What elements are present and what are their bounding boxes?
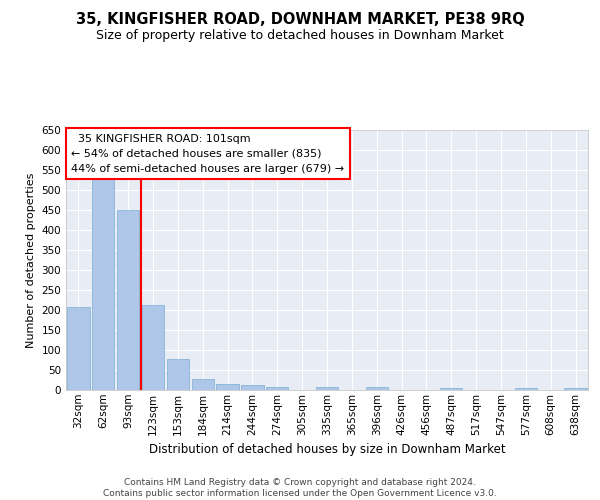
Text: Size of property relative to detached houses in Downham Market: Size of property relative to detached ho… <box>96 29 504 42</box>
Text: 35, KINGFISHER ROAD, DOWNHAM MARKET, PE38 9RQ: 35, KINGFISHER ROAD, DOWNHAM MARKET, PE3… <box>76 12 524 28</box>
Bar <box>67 307 89 390</box>
Bar <box>565 388 587 390</box>
Bar <box>92 177 115 390</box>
Text: 35 KINGFISHER ROAD: 101sqm
← 54% of detached houses are smaller (835)
44% of sem: 35 KINGFISHER ROAD: 101sqm ← 54% of deta… <box>71 134 344 173</box>
Text: Contains HM Land Registry data © Crown copyright and database right 2024.
Contai: Contains HM Land Registry data © Crown c… <box>103 478 497 498</box>
Bar <box>167 359 189 390</box>
Bar <box>266 387 289 390</box>
Bar <box>117 210 139 390</box>
Bar <box>316 387 338 390</box>
Bar <box>217 384 239 390</box>
Bar <box>365 387 388 390</box>
Bar <box>191 379 214 390</box>
Bar <box>142 305 164 390</box>
Bar <box>440 388 463 390</box>
X-axis label: Distribution of detached houses by size in Downham Market: Distribution of detached houses by size … <box>149 443 505 456</box>
Bar <box>241 385 263 390</box>
Y-axis label: Number of detached properties: Number of detached properties <box>26 172 36 348</box>
Bar <box>515 388 537 390</box>
